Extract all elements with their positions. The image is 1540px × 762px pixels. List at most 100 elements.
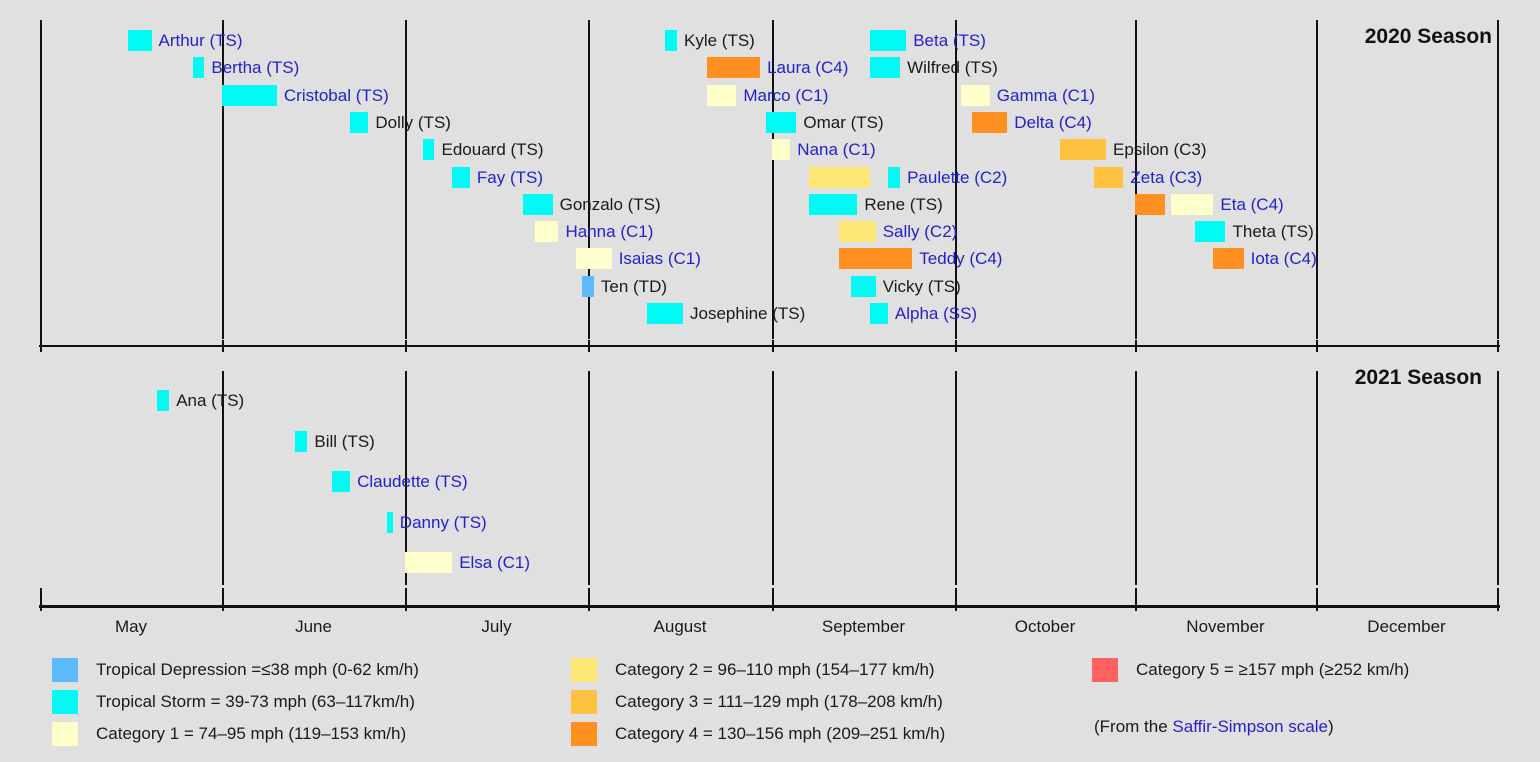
storm-label-rene: Rene (TS) bbox=[864, 194, 943, 214]
storm-label-danny[interactable]: Danny (TS) bbox=[399, 512, 487, 532]
legend-label: Category 2 = 96–110 mph (154–177 km/h) bbox=[615, 660, 935, 679]
storm-bar-isaias bbox=[576, 248, 612, 270]
storm-label-teddy[interactable]: Teddy (C4) bbox=[919, 249, 1003, 269]
axis-tick bbox=[1497, 588, 1499, 611]
storm-label-elsa[interactable]: Elsa (C1) bbox=[459, 553, 531, 572]
month-gridline bbox=[1135, 371, 1137, 585]
month-label-october: October bbox=[1014, 617, 1076, 636]
storm-bar-gamma bbox=[960, 84, 990, 106]
legend-label: Tropical Storm = 39-73 mph (63–117km/h) bbox=[96, 692, 415, 711]
storm-bar-ten bbox=[582, 275, 594, 297]
storm-label-ana: Ana (TS) bbox=[176, 391, 245, 410]
storm-label-laura[interactable]: Laura (C4) bbox=[767, 58, 849, 78]
storm-label-theta: Theta (TS) bbox=[1232, 222, 1314, 242]
storm-bar-ana bbox=[157, 390, 170, 411]
storm-label-sally[interactable]: Sally (C2) bbox=[882, 222, 958, 242]
month-gridline bbox=[222, 20, 224, 339]
axis-tick bbox=[772, 340, 774, 352]
legend-item-tropical-depression: Tropical Depression =≤38 mph (0-62 km/h) bbox=[52, 658, 419, 682]
legend-swatch-tropical-storm bbox=[52, 690, 78, 714]
storm-label-claudette[interactable]: Claudette (TS) bbox=[357, 472, 468, 491]
storm-label-iota[interactable]: Iota (C4) bbox=[1250, 249, 1317, 269]
storm-label-edouard: Edouard (TS) bbox=[441, 140, 544, 160]
season-title-2021: 2021 Season bbox=[1354, 366, 1482, 389]
storm-bar-paulette bbox=[808, 166, 870, 188]
storm-bar-kyle bbox=[665, 30, 678, 51]
month-gridline bbox=[1135, 20, 1137, 339]
storm-bar-vicky bbox=[851, 275, 876, 297]
storm-label-zeta[interactable]: Zeta (C3) bbox=[1130, 167, 1203, 187]
legend-swatch-category-1 bbox=[52, 722, 78, 746]
storm-bar-marco bbox=[706, 84, 737, 106]
storm-label-fay[interactable]: Fay (TS) bbox=[476, 167, 543, 187]
storm-bar-alpha bbox=[869, 303, 888, 324]
storm-bar-sally bbox=[839, 221, 876, 243]
axis-tick bbox=[955, 340, 957, 352]
storm-bar-nana bbox=[772, 139, 791, 161]
month-gridline bbox=[405, 371, 407, 585]
saffir-simpson-scale-link[interactable]: Saffir-Simpson scale bbox=[1172, 717, 1328, 736]
storm-bar-eta-2 bbox=[1171, 193, 1214, 215]
axis-tick bbox=[1497, 340, 1499, 352]
storm-label-gamma[interactable]: Gamma (C1) bbox=[996, 85, 1096, 105]
month-gridline bbox=[955, 371, 957, 585]
storm-label-cristobal[interactable]: Cristobal (TS) bbox=[283, 85, 389, 105]
legend-label: Category 4 = 130–156 mph (209–251 km/h) bbox=[615, 724, 946, 743]
month-gridline bbox=[405, 20, 407, 339]
legend-swatch-category-4 bbox=[571, 722, 597, 746]
storm-label-epsilon: Epsilon (C3) bbox=[1113, 140, 1207, 160]
legend-note-prefix: (From the bbox=[1094, 717, 1173, 736]
month-label-august: August bbox=[653, 617, 707, 636]
storm-label-isaias[interactable]: Isaias (C1) bbox=[618, 249, 701, 269]
storm-bar-danny bbox=[386, 511, 393, 533]
axis-tick bbox=[1316, 340, 1318, 352]
storm-label-nana[interactable]: Nana (C1) bbox=[797, 140, 876, 160]
storm-label-bertha[interactable]: Bertha (TS) bbox=[211, 58, 300, 78]
axis-tick bbox=[588, 588, 590, 611]
axis-tick bbox=[1135, 340, 1137, 352]
storm-bar-eta bbox=[1135, 193, 1166, 215]
legend-note: (From the Saffir-Simpson scale) bbox=[1094, 717, 1334, 737]
month-gridline bbox=[1497, 20, 1499, 339]
legend-item-category-5: Category 5 = ≥157 mph (≥252 km/h) bbox=[1092, 658, 1409, 682]
storm-label-marco[interactable]: Marco (C1) bbox=[743, 85, 829, 105]
month-label-june: June bbox=[295, 617, 332, 636]
storm-label-hanna[interactable]: Hanna (C1) bbox=[565, 222, 654, 242]
storm-bar-cristobal bbox=[222, 84, 277, 106]
storm-label-alpha[interactable]: Alpha (SS) bbox=[894, 304, 978, 323]
month-gridline bbox=[1316, 371, 1318, 585]
storm-bar-theta bbox=[1195, 221, 1226, 243]
legend-label: Category 5 = ≥157 mph (≥252 km/h) bbox=[1136, 660, 1410, 679]
legend-item-category-4: Category 4 = 130–156 mph (209–251 km/h) bbox=[571, 722, 945, 746]
month-gridline bbox=[955, 20, 957, 339]
storm-bar-iota bbox=[1213, 248, 1244, 270]
storm-label-dolly: Dolly (TS) bbox=[375, 112, 451, 132]
axis-tick bbox=[405, 340, 407, 352]
storm-bar-arthur bbox=[128, 30, 152, 51]
month-gridline bbox=[588, 371, 590, 585]
storm-bar-beta bbox=[869, 30, 907, 51]
x-axis-line bbox=[39, 345, 1500, 347]
axis-tick bbox=[222, 340, 224, 352]
storm-label-arthur[interactable]: Arthur (TS) bbox=[158, 31, 243, 50]
storm-bar-hanna bbox=[534, 221, 559, 243]
legend-note-suffix: ) bbox=[1328, 717, 1334, 736]
axis-tick bbox=[588, 340, 590, 352]
storm-label-eta[interactable]: Eta (C4) bbox=[1220, 194, 1284, 214]
storm-label-omar: Omar (TS) bbox=[803, 112, 884, 132]
month-gridline bbox=[1497, 371, 1499, 585]
legend-item-category-2: Category 2 = 96–110 mph (154–177 km/h) bbox=[571, 658, 935, 682]
legend-item-category-3: Category 3 = 111–129 mph (178–208 km/h) bbox=[571, 690, 943, 714]
storm-label-delta[interactable]: Delta (C4) bbox=[1014, 112, 1092, 132]
month-gridline bbox=[222, 371, 224, 585]
storm-bar-wilfred bbox=[869, 57, 901, 79]
storm-bar-omar bbox=[766, 111, 797, 133]
storm-label-paulette[interactable]: Paulette (C2) bbox=[907, 167, 1008, 187]
legend-label: Category 3 = 111–129 mph (178–208 km/h) bbox=[615, 692, 943, 711]
storm-bar-dolly bbox=[350, 111, 369, 133]
storm-bar-gonzalo bbox=[523, 193, 553, 215]
month-gridline bbox=[772, 20, 774, 339]
storm-label-beta[interactable]: Beta (TS) bbox=[913, 31, 986, 50]
season-title-2020: 2020 Season bbox=[1364, 25, 1492, 48]
legend-item-category-1: Category 1 = 74–95 mph (119–153 km/h) bbox=[52, 722, 406, 746]
